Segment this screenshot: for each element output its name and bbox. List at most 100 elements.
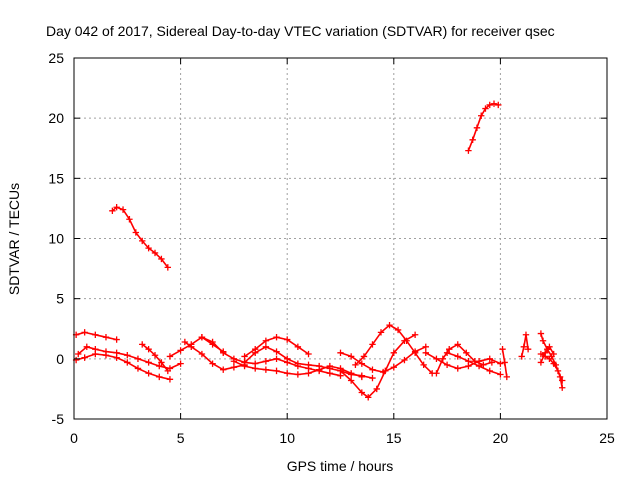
- data-point: [347, 371, 355, 378]
- data-point: [546, 355, 553, 363]
- y-tick-label: -5: [52, 411, 65, 427]
- data-point: [358, 389, 366, 396]
- y-tick-label: 20: [48, 110, 64, 126]
- data-point: [158, 255, 165, 263]
- data-point: [554, 367, 562, 375]
- data-point: [209, 360, 216, 367]
- data-point: [422, 343, 429, 350]
- data-point: [75, 350, 82, 358]
- data-point: [365, 394, 372, 401]
- data-point: [230, 364, 238, 371]
- data-point: [537, 350, 545, 358]
- data-point: [124, 359, 131, 366]
- data-point: [273, 355, 280, 363]
- data-point: [132, 229, 140, 236]
- data-point: [411, 349, 419, 357]
- data-point: [209, 341, 216, 348]
- data-point: [520, 343, 528, 350]
- data-point: [151, 352, 159, 359]
- data-point: [463, 349, 470, 357]
- y-tick-label: 5: [56, 291, 64, 307]
- data-point: [369, 366, 376, 373]
- data-point: [262, 337, 270, 344]
- series-arc-4: [139, 341, 172, 375]
- data-point: [537, 359, 545, 366]
- data-point: [166, 353, 174, 360]
- data-point: [119, 206, 127, 213]
- data-point: [443, 361, 451, 369]
- x-tick-label: 5: [177, 430, 185, 446]
- x-tick-label: 0: [70, 430, 78, 446]
- data-point: [503, 373, 510, 381]
- data-point: [113, 336, 120, 343]
- data-point: [369, 374, 376, 382]
- data-point: [439, 355, 447, 363]
- data-point: [284, 370, 291, 377]
- data-point: [273, 348, 280, 355]
- data-point: [537, 330, 545, 337]
- series-arc-high-2: [465, 100, 502, 154]
- series-arc-18: [518, 331, 532, 360]
- data-point: [377, 329, 385, 336]
- series-arc-3: [72, 350, 174, 383]
- data-point: [164, 264, 172, 271]
- data-point: [337, 349, 344, 357]
- data-point: [164, 367, 172, 375]
- data-point: [262, 366, 270, 373]
- data-point: [81, 329, 88, 336]
- series-arc-8: [241, 333, 312, 360]
- data-point: [454, 365, 461, 372]
- series-arc-11: [337, 343, 429, 376]
- data-point: [273, 367, 280, 375]
- data-point: [177, 360, 184, 367]
- data-point: [541, 349, 549, 357]
- series-trace: [77, 345, 182, 370]
- data-point: [284, 355, 291, 363]
- series-arc-15: [443, 349, 504, 378]
- data-point: [358, 372, 366, 379]
- data-point: [386, 321, 393, 329]
- data-point: [401, 356, 408, 364]
- data-point: [471, 358, 479, 365]
- data-point: [181, 338, 189, 346]
- data-point: [420, 361, 427, 369]
- data-point: [373, 385, 380, 393]
- series-arc-high-1: [109, 204, 172, 271]
- data-point: [522, 331, 530, 338]
- data-point: [546, 343, 553, 350]
- data-point: [102, 333, 110, 341]
- data-point: [156, 373, 163, 381]
- data-point: [134, 355, 142, 363]
- data-point: [403, 337, 410, 344]
- data-point: [524, 346, 532, 353]
- data-point: [433, 355, 440, 363]
- data-point: [102, 352, 110, 359]
- data-point: [220, 348, 227, 355]
- data-point: [497, 360, 504, 367]
- data-point: [480, 361, 487, 369]
- data-point: [422, 349, 429, 357]
- data-point: [156, 362, 163, 370]
- data-point: [139, 341, 146, 348]
- data-point: [360, 353, 368, 360]
- data-point: [294, 343, 302, 350]
- data-point: [134, 365, 142, 372]
- data-point: [390, 349, 397, 357]
- data-point: [198, 350, 206, 358]
- data-point: [352, 361, 359, 369]
- data-point: [241, 353, 248, 360]
- data-point: [220, 366, 227, 373]
- data-point: [284, 336, 291, 343]
- y-tick-label: 15: [48, 170, 64, 186]
- data-point: [145, 244, 152, 252]
- y-axis-label: SDTVAR / TECUs: [6, 183, 22, 295]
- data-point: [490, 100, 498, 107]
- data-point: [465, 358, 472, 365]
- data-point: [382, 367, 389, 375]
- y-tick-label: 10: [48, 231, 64, 247]
- y-tick-label: 0: [56, 351, 64, 367]
- data-point: [394, 326, 402, 334]
- data-series: [72, 100, 566, 401]
- data-point: [469, 136, 476, 144]
